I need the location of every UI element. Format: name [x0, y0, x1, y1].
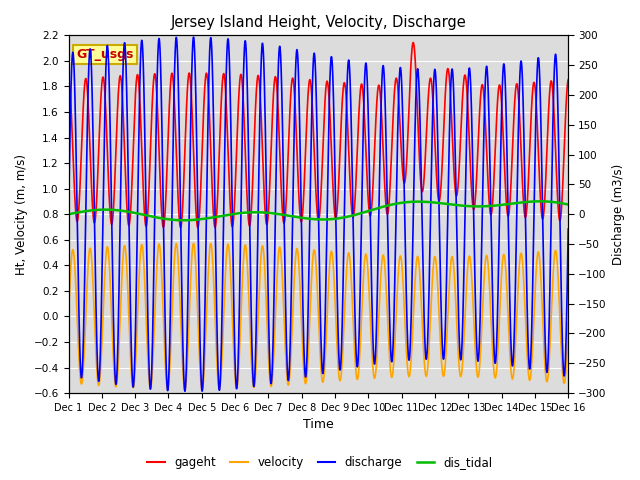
Text: GT_usgs: GT_usgs [76, 48, 133, 61]
Title: Jersey Island Height, Velocity, Discharge: Jersey Island Height, Velocity, Discharg… [170, 15, 467, 30]
Y-axis label: Ht, Velocity (m, m/s): Ht, Velocity (m, m/s) [15, 154, 28, 275]
X-axis label: Time: Time [303, 419, 333, 432]
Legend: gageht, velocity, discharge, dis_tidal: gageht, velocity, discharge, dis_tidal [142, 452, 498, 474]
Y-axis label: Discharge (m3/s): Discharge (m3/s) [612, 164, 625, 265]
